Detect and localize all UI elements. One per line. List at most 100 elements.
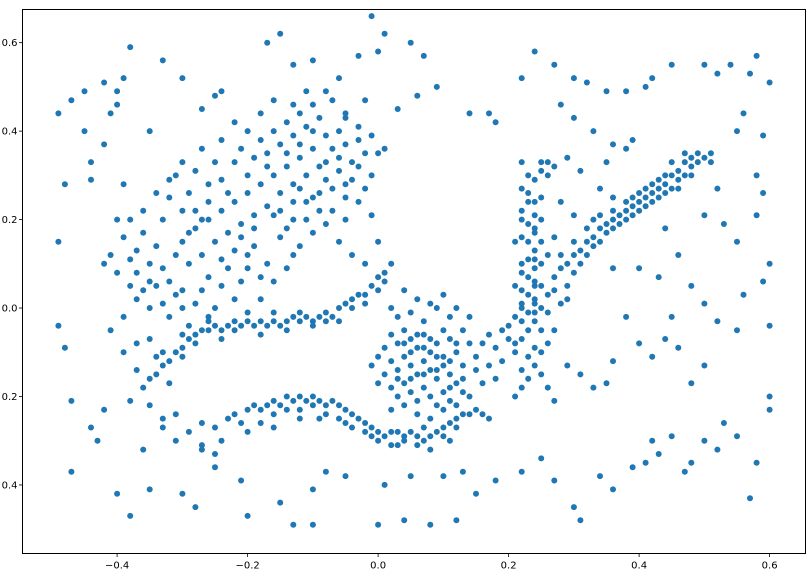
scatter-point [655, 194, 662, 201]
scatter-point [342, 406, 349, 413]
scatter-point [342, 473, 349, 480]
scatter-point [518, 367, 525, 373]
scatter-point [401, 380, 408, 387]
scatter-point [336, 75, 342, 82]
scatter-point [114, 490, 121, 497]
scatter-point [570, 238, 577, 245]
scatter-point [153, 371, 160, 378]
scatter-point [283, 150, 290, 157]
scatter-point [766, 393, 773, 400]
scatter-point [257, 420, 264, 426]
scatter-point [166, 278, 173, 285]
scatter-point [218, 207, 225, 214]
scatter-point [433, 83, 440, 90]
scatter-point [518, 318, 525, 325]
scatter-point [342, 216, 349, 223]
scatter-point [322, 88, 329, 95]
scatter-point [538, 371, 545, 378]
scatter-point [714, 185, 721, 192]
scatter-point [205, 181, 212, 188]
scatter-point [159, 349, 166, 356]
scatter-point [407, 39, 414, 46]
scatter-point [707, 159, 714, 166]
scatter-point [68, 397, 75, 404]
scatter-point [381, 30, 388, 37]
scatter-point [459, 389, 466, 396]
scatter-point [747, 70, 753, 77]
scatter-point [649, 198, 656, 205]
scatter-point [734, 433, 740, 440]
scatter-point [159, 362, 166, 369]
scatter-point [668, 172, 675, 179]
y-axis: 0.4 0.2 0.0 0.2 0.4 0.6 [2, 38, 23, 491]
scatter-point [205, 274, 212, 281]
scatter-point [766, 260, 773, 267]
scatter-point [277, 499, 284, 506]
scatter-point [257, 181, 264, 188]
scatter-point [531, 247, 538, 254]
scatter-point [290, 216, 297, 223]
scatter-point [133, 269, 140, 276]
scatter-point [440, 353, 447, 360]
scatter-point [440, 362, 447, 369]
scatter-point [146, 278, 153, 285]
scatter-point [701, 437, 708, 444]
scatter-point [740, 291, 747, 298]
scatter-point [277, 402, 284, 409]
scatter-point [707, 150, 714, 157]
scatter-point [212, 159, 218, 166]
scatter-point [166, 380, 173, 387]
scatter-point [446, 371, 453, 378]
scatter-point [401, 340, 408, 347]
scatter-point [433, 428, 440, 435]
scatter-point [342, 114, 349, 121]
scatter-point [518, 207, 525, 214]
scatter-point [375, 380, 382, 387]
x-tick-label: 0.4 [631, 561, 647, 572]
scatter-point [342, 181, 349, 188]
scatter-point [394, 393, 401, 400]
x-tick-label: 0.2 [501, 561, 517, 572]
scatter-point [446, 384, 453, 391]
scatter-point [270, 97, 277, 104]
scatter-point [231, 198, 238, 205]
scatter-point [355, 137, 362, 143]
scatter-point [531, 198, 538, 205]
scatter-point [127, 216, 134, 223]
scatter-point [336, 167, 342, 174]
scatter-point [538, 282, 545, 289]
scatter-point [159, 265, 166, 272]
scatter-point [420, 344, 427, 351]
scatter-point [205, 318, 212, 325]
scatter-point [159, 216, 166, 223]
scatter-point [668, 159, 675, 166]
scatter-point [525, 198, 532, 205]
scatter-point [290, 132, 297, 139]
scatter-point [401, 517, 408, 524]
scatter-point [349, 305, 355, 311]
scatter-point [146, 402, 153, 409]
scatter-point [766, 322, 773, 329]
scatter-point [636, 207, 643, 214]
scatter-point [583, 252, 590, 258]
scatter-point [760, 190, 767, 196]
scatter-point [433, 353, 440, 360]
scatter-point [427, 336, 434, 342]
scatter-point [414, 92, 421, 99]
scatter-point [734, 238, 740, 245]
scatter-point [381, 269, 388, 276]
scatter-point [309, 57, 316, 64]
scatter-point [597, 473, 603, 480]
scatter-point [381, 145, 388, 152]
scatter-point [342, 141, 349, 148]
scatter-point [375, 287, 382, 294]
scatter-point [290, 313, 297, 320]
scatter-point [101, 141, 108, 148]
scatter-point [668, 61, 675, 68]
scatter-point [375, 437, 382, 444]
scatter-point [172, 411, 179, 418]
scatter-point [623, 145, 630, 152]
scatter-point [675, 176, 682, 183]
scatter-point [590, 234, 597, 241]
scatter-point [714, 70, 721, 77]
